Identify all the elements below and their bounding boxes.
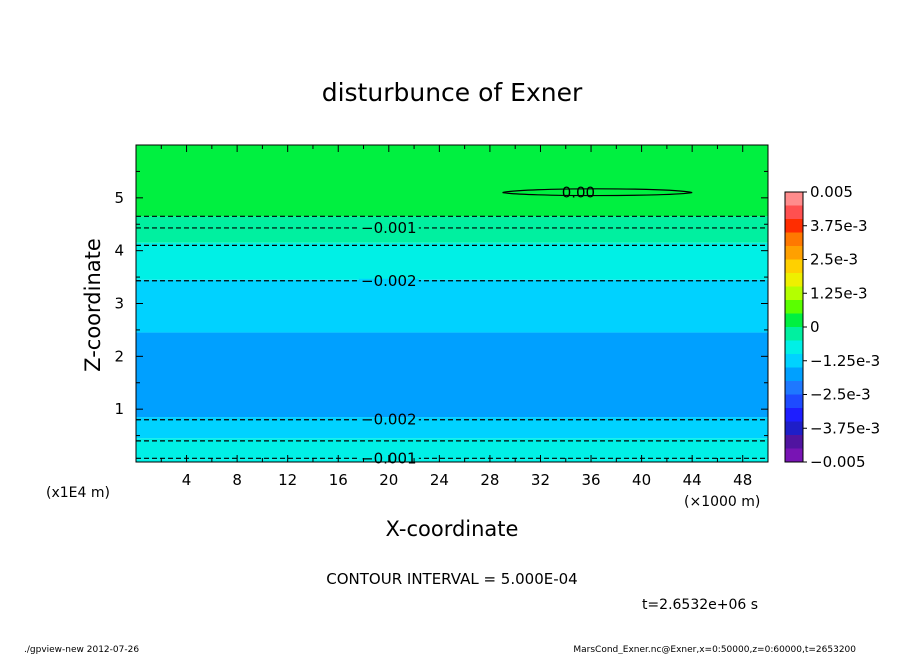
colorbar-swatch-8 (785, 300, 803, 314)
y-tick-label: 2 (114, 347, 124, 365)
colorbar-swatch-19 (785, 448, 803, 463)
contour-interval-text: CONTOUR INTERVAL = 5.000E-04 (326, 570, 577, 588)
x-axis-unit: (×1000 m) (684, 494, 760, 510)
colorbar-swatch-9 (785, 313, 803, 328)
colorbar-swatch-18 (785, 435, 803, 449)
y-tick-label: 5 (114, 189, 124, 207)
contour-line-7 (502, 188, 693, 197)
contour-label-bg-5 (358, 225, 419, 230)
colorbar-swatch-12 (785, 354, 803, 368)
footer-left: ./gpview-new 2012-07-26 (24, 645, 139, 654)
colorbar-label: −3.75e-3 (810, 419, 880, 437)
colorbar-label: −2.5e-3 (810, 386, 871, 404)
x-tick-label: 24 (430, 471, 449, 489)
fill-band-6 (136, 216, 768, 243)
colorbar-swatch-16 (785, 408, 803, 422)
colorbar-swatch-1 (785, 205, 803, 220)
x-tick-label: 28 (480, 471, 499, 489)
footer-right: MarsCond_Exner.nc@Exner,x=0:50000,z=0:60… (573, 645, 856, 654)
x-tick-label: 48 (733, 471, 752, 489)
contour-label-2: −0.002 (361, 411, 417, 429)
contour-label-bg-3 (358, 278, 419, 283)
y-tick-label: 4 (114, 242, 124, 260)
colorbar-label: −0.005 (810, 453, 866, 471)
fill-band-1 (136, 438, 768, 460)
contour-label-bg-7 (557, 190, 600, 195)
fill-band-0 (136, 459, 768, 462)
x-tick-label: 44 (683, 471, 702, 489)
y-axis-unit: (x1E4 m) (46, 485, 110, 501)
fill-band-7 (136, 145, 768, 217)
colorbar-swatch-0 (785, 192, 803, 206)
colorbar-swatch-11 (785, 340, 803, 355)
contour-label-7: 0.00 (562, 184, 595, 202)
colorbar-swatch-3 (785, 232, 803, 247)
colorbar-label: −1.25e-3 (810, 352, 880, 370)
colorbar-swatch-5 (785, 259, 803, 274)
x-tick-label: 16 (329, 471, 348, 489)
x-tick-label: 40 (632, 471, 651, 489)
colorbar-swatch-17 (785, 421, 803, 436)
time-text: t=2.6532e+06 s (642, 597, 758, 613)
x-tick-label: 12 (278, 471, 297, 489)
colorbar-swatch-4 (785, 246, 803, 260)
colorbar-label: 0.005 (810, 183, 853, 201)
x-tick-label: 32 (531, 471, 550, 489)
fill-band-3 (136, 332, 768, 418)
colorbar-swatch-6 (785, 273, 803, 287)
colorbar: 0.005 3.75e-3 2.5e-3 1.25e-3 0 −1.25e-3 −2.5e-… (784, 183, 880, 471)
fill-band-5 (136, 242, 768, 280)
x-tick-label: 20 (379, 471, 398, 489)
chart-title: disturbunce of Exner (322, 78, 583, 107)
x-tick-label: 4 (182, 471, 192, 489)
y-tick-label: 3 (114, 295, 124, 313)
colorbar-swatch-7 (785, 286, 803, 301)
contour-label-3: −0.002 (361, 272, 417, 290)
x-axis-label: X-coordinate (386, 517, 519, 541)
fill-band-2 (136, 417, 768, 439)
colorbar-label: 2.5e-3 (810, 251, 858, 269)
colorbar-swatch-2 (785, 219, 803, 233)
y-axis-label: Z-coordinate (81, 238, 105, 372)
colorbar-label: 1.25e-3 (810, 284, 868, 302)
fill-band-4 (136, 279, 768, 333)
contour-label-5: −0.001 (361, 219, 417, 237)
x-tick-label: 8 (232, 471, 242, 489)
colorbar-label: 0 (810, 318, 820, 336)
colorbar-swatch-14 (785, 381, 803, 395)
y-tick-label: 1 (114, 400, 124, 418)
colorbar-label: 3.75e-3 (810, 217, 868, 235)
x-tick-label: 36 (581, 471, 600, 489)
colorbar-swatch-15 (785, 394, 803, 409)
colorbar-swatch-13 (785, 367, 803, 382)
colorbar-swatch-10 (785, 327, 803, 341)
contour-label-bg-2 (358, 417, 419, 422)
